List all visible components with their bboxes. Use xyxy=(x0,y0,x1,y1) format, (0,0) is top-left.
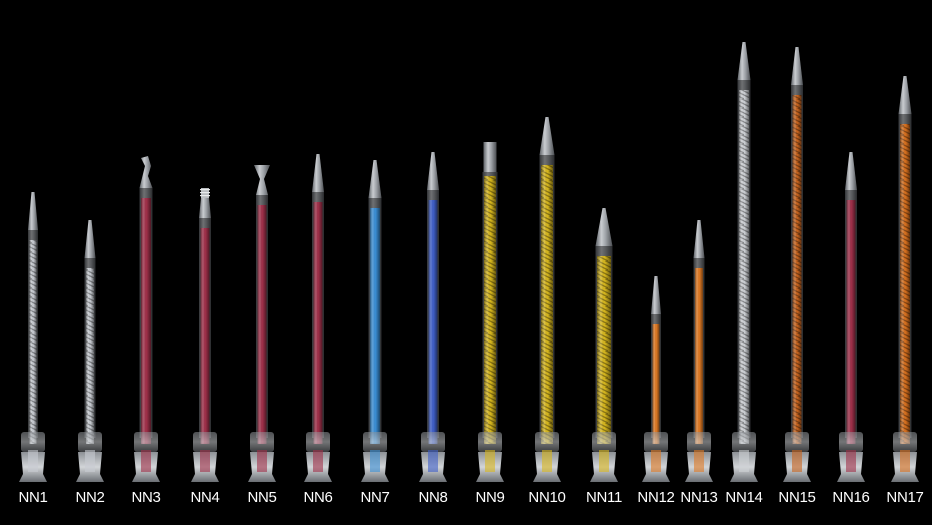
tip-label-nn14: NN14 xyxy=(725,489,763,506)
mixing-tip-nn4 xyxy=(191,188,219,482)
tip-label-nn1: NN1 xyxy=(18,489,48,506)
tip-label-nn5: NN5 xyxy=(247,489,277,506)
mixing-tip-nn16 xyxy=(837,152,865,482)
tip-label-nn2: NN2 xyxy=(75,489,105,506)
mixing-tip-nn14 xyxy=(730,42,758,482)
tip-label-nn9: NN9 xyxy=(475,489,505,506)
tip-label-nn7: NN7 xyxy=(360,489,390,506)
tip-label-nn3: NN3 xyxy=(131,489,161,506)
mixing-tip-nn5 xyxy=(248,165,276,482)
tip-label-nn17: NN17 xyxy=(886,489,924,506)
tip-label-nn13: NN13 xyxy=(680,489,718,506)
mixing-tip-nn3 xyxy=(132,156,160,482)
mixing-tip-nn2 xyxy=(76,220,104,482)
mixing-tip-nn11 xyxy=(590,208,618,482)
mixing-tip-nn15 xyxy=(783,47,811,482)
tip-label-nn8: NN8 xyxy=(418,489,448,506)
mixing-tip-nn1 xyxy=(19,192,47,482)
mixing-tip-nn13 xyxy=(685,220,713,482)
tip-label-nn10: NN10 xyxy=(528,489,566,506)
mixing-tip-nn17 xyxy=(891,76,919,482)
mixing-tip-nn8 xyxy=(419,152,447,482)
tip-label-nn12: NN12 xyxy=(637,489,675,506)
mixing-tip-nn9 xyxy=(476,142,504,482)
tip-label-nn6: NN6 xyxy=(303,489,333,506)
mixing-tip-nn7 xyxy=(361,160,389,482)
tip-label-nn16: NN16 xyxy=(832,489,870,506)
mixing-tip-nn10 xyxy=(533,117,561,482)
tip-label-nn15: NN15 xyxy=(778,489,816,506)
mixing-tip-nn6 xyxy=(304,154,332,482)
tip-label-nn4: NN4 xyxy=(190,489,220,506)
mixing-tip-nn12 xyxy=(642,276,670,482)
tip-label-nn11: NN11 xyxy=(585,489,623,506)
